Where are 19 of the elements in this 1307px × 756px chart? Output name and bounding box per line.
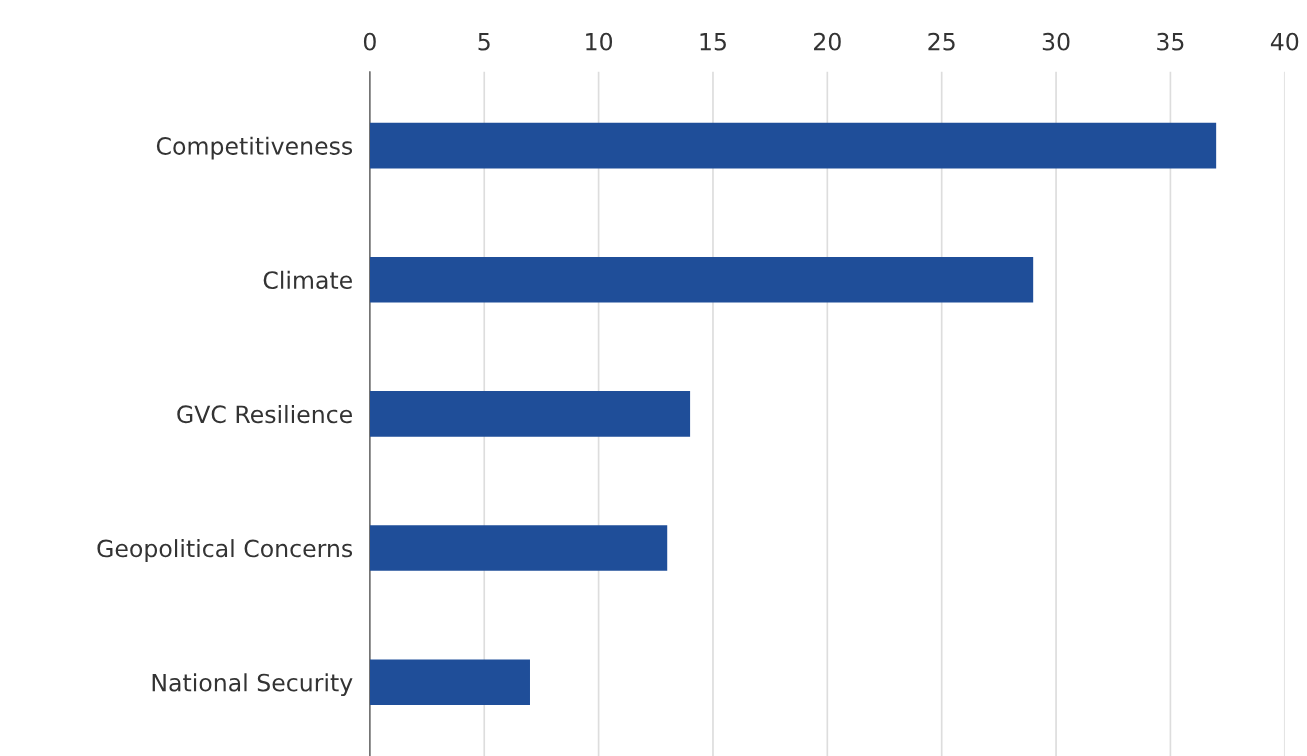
bar bbox=[369, 525, 668, 571]
y-tick-label: Climate bbox=[263, 270, 352, 290]
y-tick-label: National Security bbox=[152, 673, 353, 697]
y-tick-label: Geopolitical Concerns bbox=[97, 539, 353, 562]
x-tick-label: 25 bbox=[928, 32, 955, 51]
y-tick-label: GVC Resilience bbox=[177, 404, 352, 424]
bar bbox=[369, 391, 691, 437]
x-tick-label: 40 bbox=[1270, 32, 1299, 51]
y-tick-label: Competitiveness bbox=[156, 136, 353, 160]
x-tick-label: 0 bbox=[363, 32, 376, 51]
x-tick-label: 20 bbox=[814, 32, 841, 51]
bar bbox=[369, 122, 1217, 169]
x-tick-label: 10 bbox=[586, 32, 613, 51]
bar bbox=[369, 659, 530, 706]
x-tick-label: 15 bbox=[700, 33, 726, 51]
x-tick-label: 30 bbox=[1042, 32, 1070, 51]
x-tick-label: 5 bbox=[478, 33, 490, 51]
bar bbox=[369, 256, 1034, 303]
x-tick-label: 35 bbox=[1157, 32, 1184, 51]
